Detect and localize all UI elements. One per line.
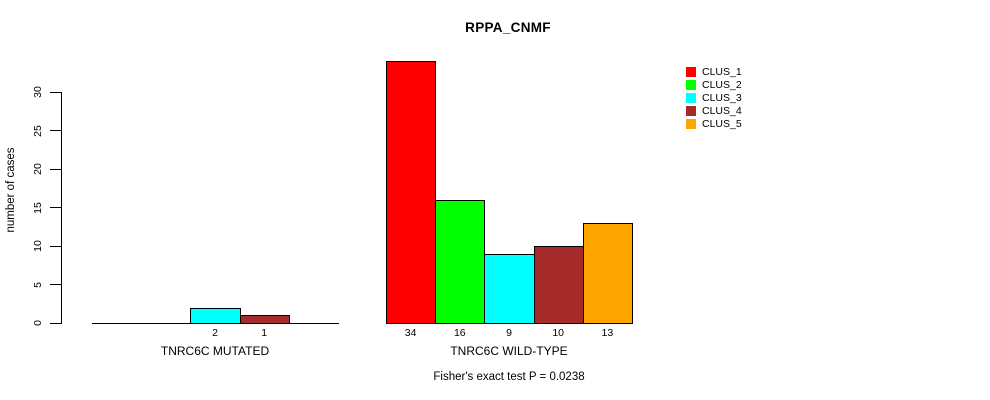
clus_2-swatch: [686, 79, 696, 90]
bar-count-label: 34: [404, 327, 417, 339]
clus_4-swatch: [686, 105, 696, 116]
y-tick-label: 10: [32, 240, 44, 252]
fisher-test-note: Fisher's exact test P = 0.0238: [433, 371, 585, 383]
y-tick: [50, 245, 61, 247]
bar-count-label: 9: [506, 327, 512, 339]
y-tick-label: 15: [32, 201, 44, 214]
chart-title: RPPA_CNMF: [465, 20, 551, 35]
legend-item: CLUS_3: [686, 91, 742, 104]
y-tick: [50, 91, 61, 93]
y-tick: [50, 207, 61, 208]
legend-item: CLUS_1: [686, 65, 742, 78]
clus_3-swatch: [686, 92, 696, 103]
group-label-mutated: TNRC6C MUTATED: [160, 344, 270, 358]
y-tick-label: 20: [32, 163, 44, 175]
y-tick-label: 0: [32, 320, 44, 326]
bar-clus_3: [190, 307, 241, 324]
legend-item: CLUS_2: [686, 78, 742, 91]
legend-label: CLUS_3: [702, 91, 742, 104]
bar-count-label: 1: [261, 327, 268, 339]
bar-clus_1: [386, 61, 437, 324]
y-tick-label: 5: [32, 281, 44, 288]
y-tick-label: 25: [32, 124, 44, 137]
legend-label: CLUS_5: [702, 117, 742, 130]
bar-clus_5: [582, 222, 633, 324]
y-tick: [50, 130, 61, 131]
bar-count-label: 13: [601, 327, 614, 339]
y-tick: [50, 284, 61, 285]
legend-label: CLUS_4: [702, 104, 742, 117]
bar-clus_2: [435, 199, 486, 324]
group-label-wild-type: TNRC6C WILD-TYPE: [450, 344, 568, 358]
y-tick-label: 30: [32, 86, 44, 98]
bar-clus_4: [239, 315, 290, 324]
y-tick: [50, 168, 61, 170]
clus_1-swatch: [686, 66, 696, 77]
legend-item: CLUS_4: [686, 104, 742, 117]
legend-label: CLUS_1: [702, 65, 742, 78]
bar-clus_3: [484, 253, 535, 324]
y-axis-line: [61, 92, 62, 324]
bar-count-label: 16: [453, 327, 466, 339]
bar-count-label: 10: [552, 327, 565, 339]
bar-count-label: 2: [212, 327, 218, 339]
y-axis-label: number of cases: [5, 147, 17, 233]
y-tick: [50, 322, 61, 324]
bar-clus_4: [533, 246, 584, 324]
legend-label: CLUS_2: [702, 78, 742, 91]
legend-item: CLUS_5: [686, 117, 742, 130]
clus_5-swatch: [686, 118, 696, 129]
